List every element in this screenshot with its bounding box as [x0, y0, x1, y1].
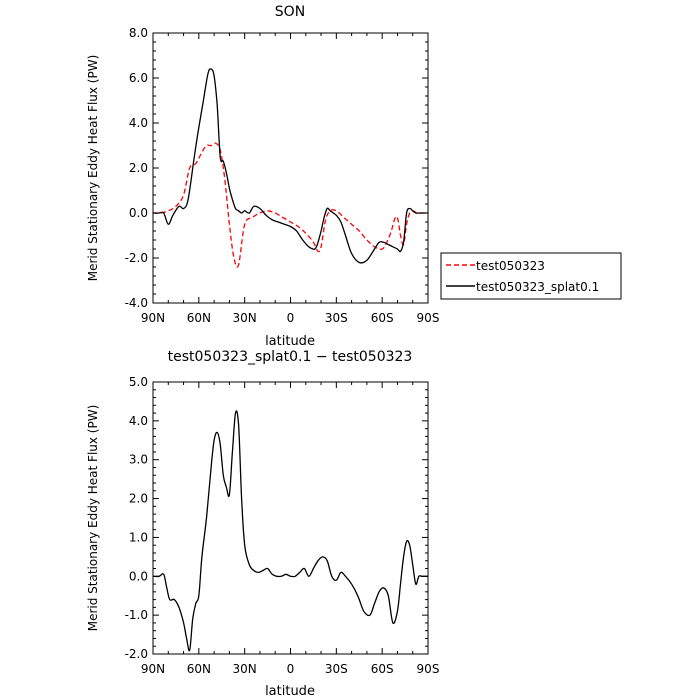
y-tick-label: 5.0 [129, 375, 148, 389]
y-axis-label: Merid Stationary Eddy Heat Flux (PW) [86, 55, 100, 282]
x-tick-label: 0 [287, 662, 295, 676]
x-tick-label: 60N [187, 662, 211, 676]
series-line-0 [152, 142, 428, 268]
y-tick-label: 4.0 [129, 414, 148, 428]
y-tick-label: -2.0 [125, 251, 148, 265]
y-tick-label: 0.0 [129, 569, 148, 583]
series-line-1 [153, 68, 428, 264]
x-tick-label: 30S [325, 311, 348, 325]
chart-title: test050323_splat0.1 − test050323 [168, 349, 413, 365]
legend-entry-1: test050323_splat0.1 [476, 280, 599, 294]
y-tick-label: 6.0 [129, 71, 148, 85]
y-tick-label: -2.0 [125, 647, 148, 661]
y-tick-label: -4.0 [125, 296, 148, 310]
x-axis-label: latitude [265, 684, 315, 699]
plot-frame [152, 32, 429, 304]
x-tick-label: 60S [371, 311, 394, 325]
chart-panel-bottom: test050323_splat0.1 − test050323 -2.0 -1.… [86, 349, 439, 699]
y-tick-label: 2.0 [129, 492, 148, 506]
x-tick-label: 90S [417, 662, 440, 676]
series-line-0 [152, 410, 428, 652]
x-tick-label: 0 [287, 311, 295, 325]
legend-entry-0: test050323 [476, 259, 545, 273]
y-tick-label: 2.0 [129, 161, 148, 175]
chart-panel-top: SON -4.0 -2.0 0.0 2.0 4.0 6.0 8.0 90N 60N 30N 0 30S… [86, 4, 439, 349]
x-tick-label: 90S [417, 311, 440, 325]
legend: test050323 test050323_splat0.1 [440, 252, 622, 300]
x-tick-label: 90N [141, 662, 165, 676]
x-tick-label: 90N [141, 311, 165, 325]
y-tick-label: 0.0 [129, 206, 148, 220]
x-tick-label: 30N [233, 662, 257, 676]
x-tick-label: 30N [233, 311, 257, 325]
y-tick-label: -1.0 [125, 608, 148, 622]
x-tick-label: 60N [187, 311, 211, 325]
legend-box [440, 252, 622, 300]
chart-title: SON [275, 4, 305, 20]
y-tick-label: 3.0 [129, 453, 148, 467]
x-tick-label: 30S [325, 662, 348, 676]
y-tick-label: 8.0 [129, 26, 148, 40]
x-axis-label: latitude [265, 334, 315, 349]
y-tick-label: 1.0 [129, 530, 148, 544]
y-axis-label: Merid Stationary Eddy Heat Flux (PW) [86, 405, 100, 632]
x-tick-label: 60S [371, 662, 394, 676]
y-tick-label: 4.0 [129, 116, 148, 130]
